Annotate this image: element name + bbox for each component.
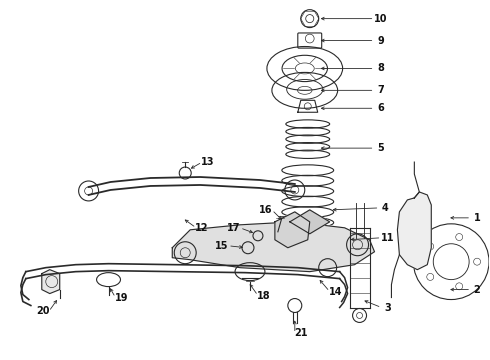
Text: 11: 11 bbox=[381, 233, 394, 243]
Polygon shape bbox=[42, 270, 60, 293]
Text: 19: 19 bbox=[115, 293, 128, 302]
Text: 17: 17 bbox=[227, 223, 241, 233]
Text: 2: 2 bbox=[474, 284, 481, 294]
Text: 21: 21 bbox=[294, 328, 308, 338]
Text: 6: 6 bbox=[377, 103, 384, 113]
Polygon shape bbox=[290, 210, 330, 234]
Text: 3: 3 bbox=[384, 302, 391, 312]
Text: 1: 1 bbox=[474, 213, 481, 223]
Text: 12: 12 bbox=[196, 223, 209, 233]
Text: 9: 9 bbox=[377, 36, 384, 46]
Text: 7: 7 bbox=[377, 85, 384, 95]
Text: 8: 8 bbox=[377, 63, 384, 73]
Text: 10: 10 bbox=[374, 14, 387, 24]
Polygon shape bbox=[397, 192, 431, 270]
Polygon shape bbox=[172, 222, 374, 272]
Text: 18: 18 bbox=[257, 291, 271, 301]
Text: 20: 20 bbox=[36, 306, 49, 316]
Polygon shape bbox=[275, 212, 310, 248]
Text: 13: 13 bbox=[201, 157, 215, 167]
Text: 16: 16 bbox=[259, 205, 272, 215]
Text: 14: 14 bbox=[329, 287, 343, 297]
Text: 15: 15 bbox=[215, 241, 229, 251]
Text: 4: 4 bbox=[382, 203, 389, 213]
Text: 5: 5 bbox=[377, 143, 384, 153]
